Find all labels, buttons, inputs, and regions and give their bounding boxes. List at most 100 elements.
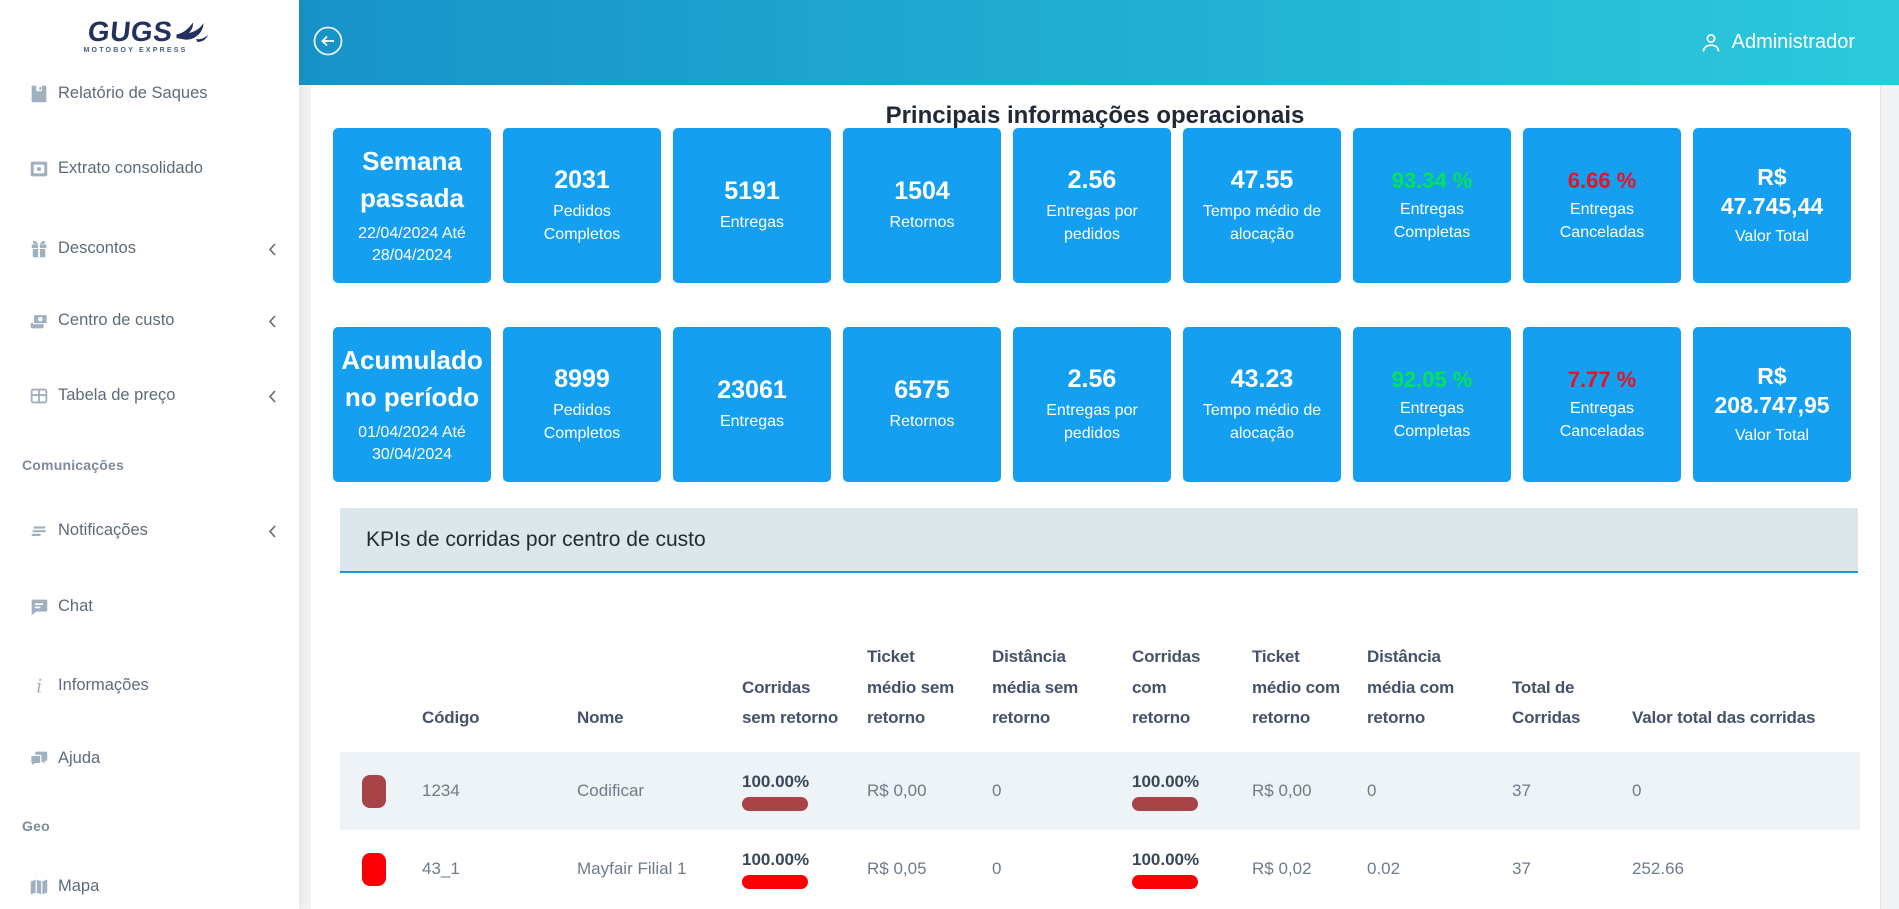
chevron-left-icon [268, 524, 277, 544]
lines-icon [28, 520, 50, 542]
kpi-value: 6575 [894, 375, 950, 406]
kpi-card: 6575 Retornos [843, 327, 1001, 482]
table-row: 43_1 Mayfair Filial 1 100.00% R$ 0,05 0 … [340, 830, 1860, 908]
kpi-card: 5191 Entregas [673, 128, 831, 283]
money-icon [28, 310, 50, 332]
col-nome: Nome [557, 585, 722, 752]
bird-logo-icon [175, 15, 211, 45]
sidebar-item-chat[interactable]: Chat [0, 593, 299, 623]
kpi-value: 1504 [894, 176, 950, 207]
col-distancia-media-com-retorno: Distância média com retorno [1347, 585, 1492, 752]
sidebar-item-notificacoes[interactable]: Notificações [0, 517, 299, 547]
kpi-value: 8999 [554, 364, 610, 395]
kpi-value: R$ 208.747,95 [1711, 362, 1833, 420]
kpi-value: 2.56 [1068, 165, 1117, 196]
col-total-de-corridas: Total de Corridas [1492, 585, 1612, 752]
kpi-card: 47.55 Tempo médio de alocação [1183, 128, 1341, 283]
kpi-period-range: 01/04/2024 Até 30/04/2024 [341, 422, 483, 467]
color-swatch [362, 775, 386, 808]
kpi-card: 6.66 % Entregas Canceladas [1523, 128, 1681, 283]
col-ticket-medio-sem-retorno: Ticket médio sem retorno [847, 585, 972, 752]
user-icon [1699, 31, 1723, 55]
sidebar-item-relatorio-de-saques[interactable]: Relatório de Saques [0, 80, 299, 110]
sidebar-item-label: Tabela de preço [58, 386, 175, 405]
sidebar-item-informacoes[interactable]: i Informações [0, 672, 299, 702]
gift-icon [28, 238, 50, 260]
section-header-kpis-centro-custo: KPIs de corridas por centro de custo [340, 508, 1858, 573]
kpi-card: 1504 Retornos [843, 128, 1001, 283]
kpi-label: Entregas Completas [1366, 199, 1498, 244]
chevron-left-icon [268, 314, 277, 334]
kpi-label: Tempo médio de alocação [1196, 400, 1328, 445]
sidebar: GUGS MOTOBOY EXPRESS Relatório de Saques… [0, 0, 299, 909]
svg-text:i: i [36, 676, 42, 697]
top-header: Administrador [299, 0, 1899, 85]
sidebar-item-extrato-consolidado[interactable]: Extrato consolidado [0, 155, 299, 185]
report-icon [28, 83, 50, 105]
sidebar-item-mapa[interactable]: Mapa [0, 873, 299, 903]
kpi-value: 93.34 % [1392, 167, 1473, 195]
cell-corridas-sem-retorno: 100.00% [722, 752, 847, 830]
app-root: GUGS MOTOBOY EXPRESS Relatório de Saques… [0, 0, 1899, 909]
page-title: Principais informações operacionais [310, 102, 1880, 130]
kpi-cards-grid: Semana passada 22/04/2024 Até 28/04/2024… [333, 128, 1851, 482]
kpi-period-title: Acumulado no período [338, 342, 486, 415]
table-icon [28, 385, 50, 407]
color-swatch [362, 853, 386, 886]
kpi-card: R$ 47.745,44 Valor Total [1693, 128, 1851, 283]
sidebar-item-centro-de-custo[interactable]: Centro de custo [0, 307, 299, 337]
kpi-value: 5191 [724, 176, 780, 207]
kpi-value: 47.55 [1231, 165, 1294, 196]
help-icon [28, 748, 50, 770]
cell-ticket-medio-com-retorno: R$ 0,02 [1232, 830, 1347, 908]
kpi-card: 2.56 Entregas por pedidos [1013, 327, 1171, 482]
sidebar-item-descontos[interactable]: Descontos [0, 235, 299, 265]
sidebar-item-label: Relatório de Saques [58, 84, 208, 103]
percent-value: 100.00% [742, 850, 846, 870]
cost-center-kpi-table: Código Nome Corridas sem retorno Ticket … [340, 585, 1860, 908]
progress-bar [742, 875, 808, 889]
user-menu[interactable]: Administrador [1699, 0, 1855, 85]
sidebar-item-label: Chat [58, 597, 93, 616]
sidebar-item-tabela-de-preco[interactable]: Tabela de preço [0, 382, 299, 412]
cell-nome: Mayfair Filial 1 [557, 830, 722, 908]
cell-ticket-medio-sem-retorno: R$ 0,00 [847, 752, 972, 830]
kpi-label: Entregas [720, 411, 784, 433]
kpi-label: Entregas Canceladas [1536, 398, 1668, 443]
col-valor-total-das-corridas: Valor total das corridas [1612, 585, 1860, 752]
page-scrollbar[interactable] [1880, 85, 1899, 909]
kpi-card: R$ 208.747,95 Valor Total [1693, 327, 1851, 482]
user-label: Administrador [1732, 31, 1855, 54]
col-corridas-sem-retorno: Corridas sem retorno [722, 585, 847, 752]
statement-icon [28, 158, 50, 180]
chevron-left-icon [268, 242, 277, 262]
sidebar-item-label: Notificações [58, 521, 148, 540]
kpi-label: Retornos [890, 212, 955, 234]
content-scrollbar-left[interactable] [299, 85, 311, 909]
kpi-card: 2031 Pedidos Completos [503, 128, 661, 283]
progress-bar [1132, 797, 1198, 811]
kpi-label: Retornos [890, 411, 955, 433]
col-ticket-medio-com-retorno: Ticket médio com retorno [1232, 585, 1347, 752]
cell-swatch [340, 752, 402, 830]
sidebar-item-label: Ajuda [58, 749, 100, 768]
col-distancia-media-sem-retorno: Distância média sem retorno [972, 585, 1112, 752]
kpi-period-range: 22/04/2024 Até 28/04/2024 [341, 223, 483, 268]
back-button[interactable] [312, 25, 344, 57]
brand-logo[interactable]: GUGS MOTOBOY EXPRESS [0, 18, 299, 54]
chat-icon [28, 596, 50, 618]
kpi-label: Valor Total [1735, 425, 1809, 447]
kpi-card: 93.34 % Entregas Completas [1353, 128, 1511, 283]
kpi-value: R$ 47.745,44 [1711, 163, 1833, 221]
cell-valor-total-das-corridas: 0 [1612, 752, 1860, 830]
kpi-value: 2.56 [1068, 364, 1117, 395]
cell-distancia-media-sem-retorno: 0 [972, 830, 1112, 908]
kpi-value: 2031 [554, 165, 610, 196]
kpi-card: 7.77 % Entregas Canceladas [1523, 327, 1681, 482]
kpi-label: Pedidos Completos [516, 400, 648, 445]
cell-codigo: 43_1 [402, 830, 557, 908]
kpi-card: 2.56 Entregas por pedidos [1013, 128, 1171, 283]
cell-corridas-com-retorno: 100.00% [1112, 752, 1232, 830]
sidebar-item-ajuda[interactable]: Ajuda [0, 745, 299, 775]
sidebar-item-label: Descontos [58, 239, 136, 258]
